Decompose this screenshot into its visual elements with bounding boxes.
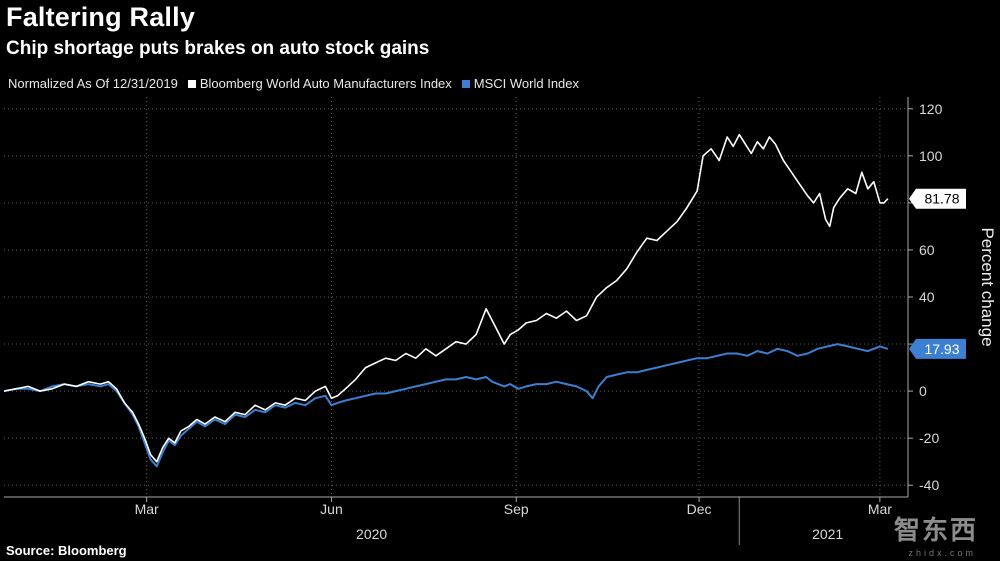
y-tick-label: 120 — [919, 101, 943, 117]
last-value-label-msci: 17.93 — [924, 341, 959, 357]
legend-label-auto: Bloomberg World Auto Manufacturers Index — [199, 76, 452, 91]
legend-swatch-msci — [461, 79, 470, 88]
legend: Normalized As Of 12/31/2019 Bloomberg Wo… — [8, 76, 579, 91]
year-label: 2020 — [356, 526, 387, 542]
y-tick-label: 40 — [919, 289, 935, 305]
y-tick-label: 0 — [919, 383, 927, 399]
legend-swatch-auto — [187, 79, 196, 88]
year-label: 2021 — [812, 526, 843, 542]
y-tick-label: 60 — [919, 242, 935, 258]
x-tick-label: Dec — [687, 501, 712, 517]
y-axis-label: Percent change — [978, 227, 997, 346]
legend-note: Normalized As Of 12/31/2019 — [8, 76, 178, 91]
last-value-tag-auto — [909, 188, 966, 209]
watermark-logo: 智东西 — [893, 515, 978, 545]
chart-subtitle: Chip shortage puts brakes on auto stock … — [6, 38, 430, 59]
y-tick-label: -40 — [919, 477, 939, 493]
x-tick-label: Mar — [135, 501, 159, 517]
x-tick-label: Mar — [868, 501, 892, 517]
chart-title: Faltering Rally — [6, 2, 196, 32]
series-line-msci — [3, 343, 889, 468]
legend-label-msci: MSCI World Index — [473, 76, 580, 91]
last-value-label-auto: 81.78 — [924, 191, 959, 207]
y-tick-label: -20 — [919, 430, 939, 446]
source-note: Source: Bloomberg — [6, 543, 127, 558]
x-tick-label: Sep — [504, 501, 529, 517]
series-line-auto — [3, 133, 889, 463]
watermark-url: zhidx.com — [908, 548, 976, 558]
y-tick-label: 100 — [919, 148, 943, 164]
last-value-tag-msci — [909, 338, 966, 359]
x-tick-label: Jun — [320, 501, 343, 517]
